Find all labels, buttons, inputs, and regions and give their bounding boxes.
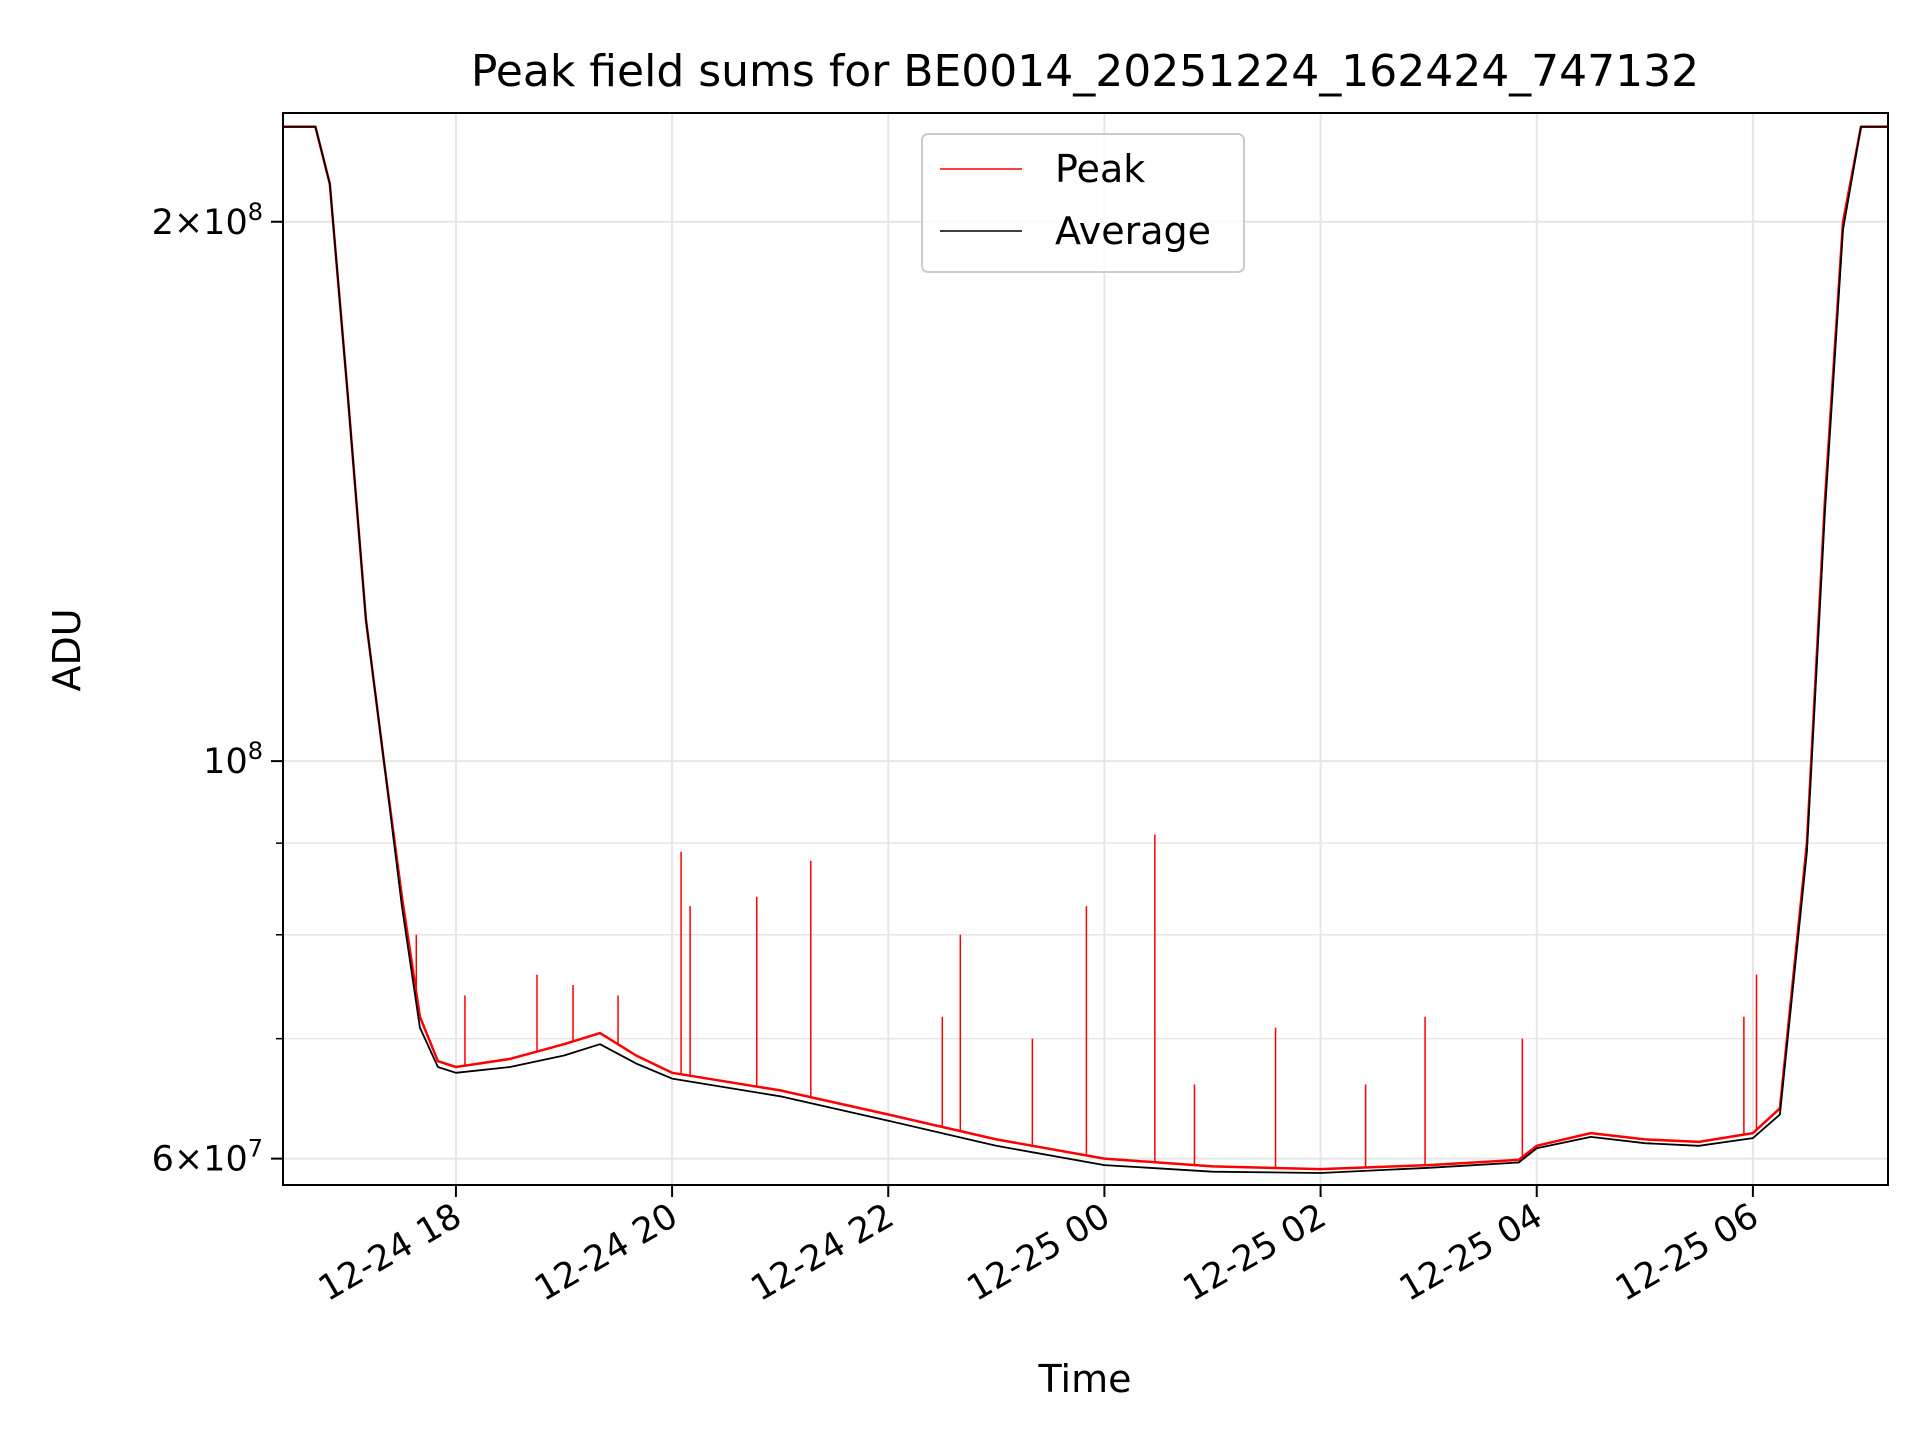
legend: Peak Average — [921, 133, 1245, 273]
legend-label-average: Average — [1055, 209, 1211, 253]
series-line-average — [283, 125, 1888, 1174]
chart-title: Peak field sums for BE0014_20251224_1624… — [471, 46, 1699, 97]
y-axis-label: ADU — [45, 608, 89, 691]
legend-label-peak: Peak — [1055, 147, 1145, 191]
y-tick-label: 6×107 — [152, 1135, 263, 1180]
y-tick-label: 2×108 — [152, 198, 263, 243]
series-layer — [283, 125, 1888, 1174]
x-axis-label: Time — [1038, 1357, 1132, 1401]
plot-area-frame — [282, 112, 1889, 1186]
